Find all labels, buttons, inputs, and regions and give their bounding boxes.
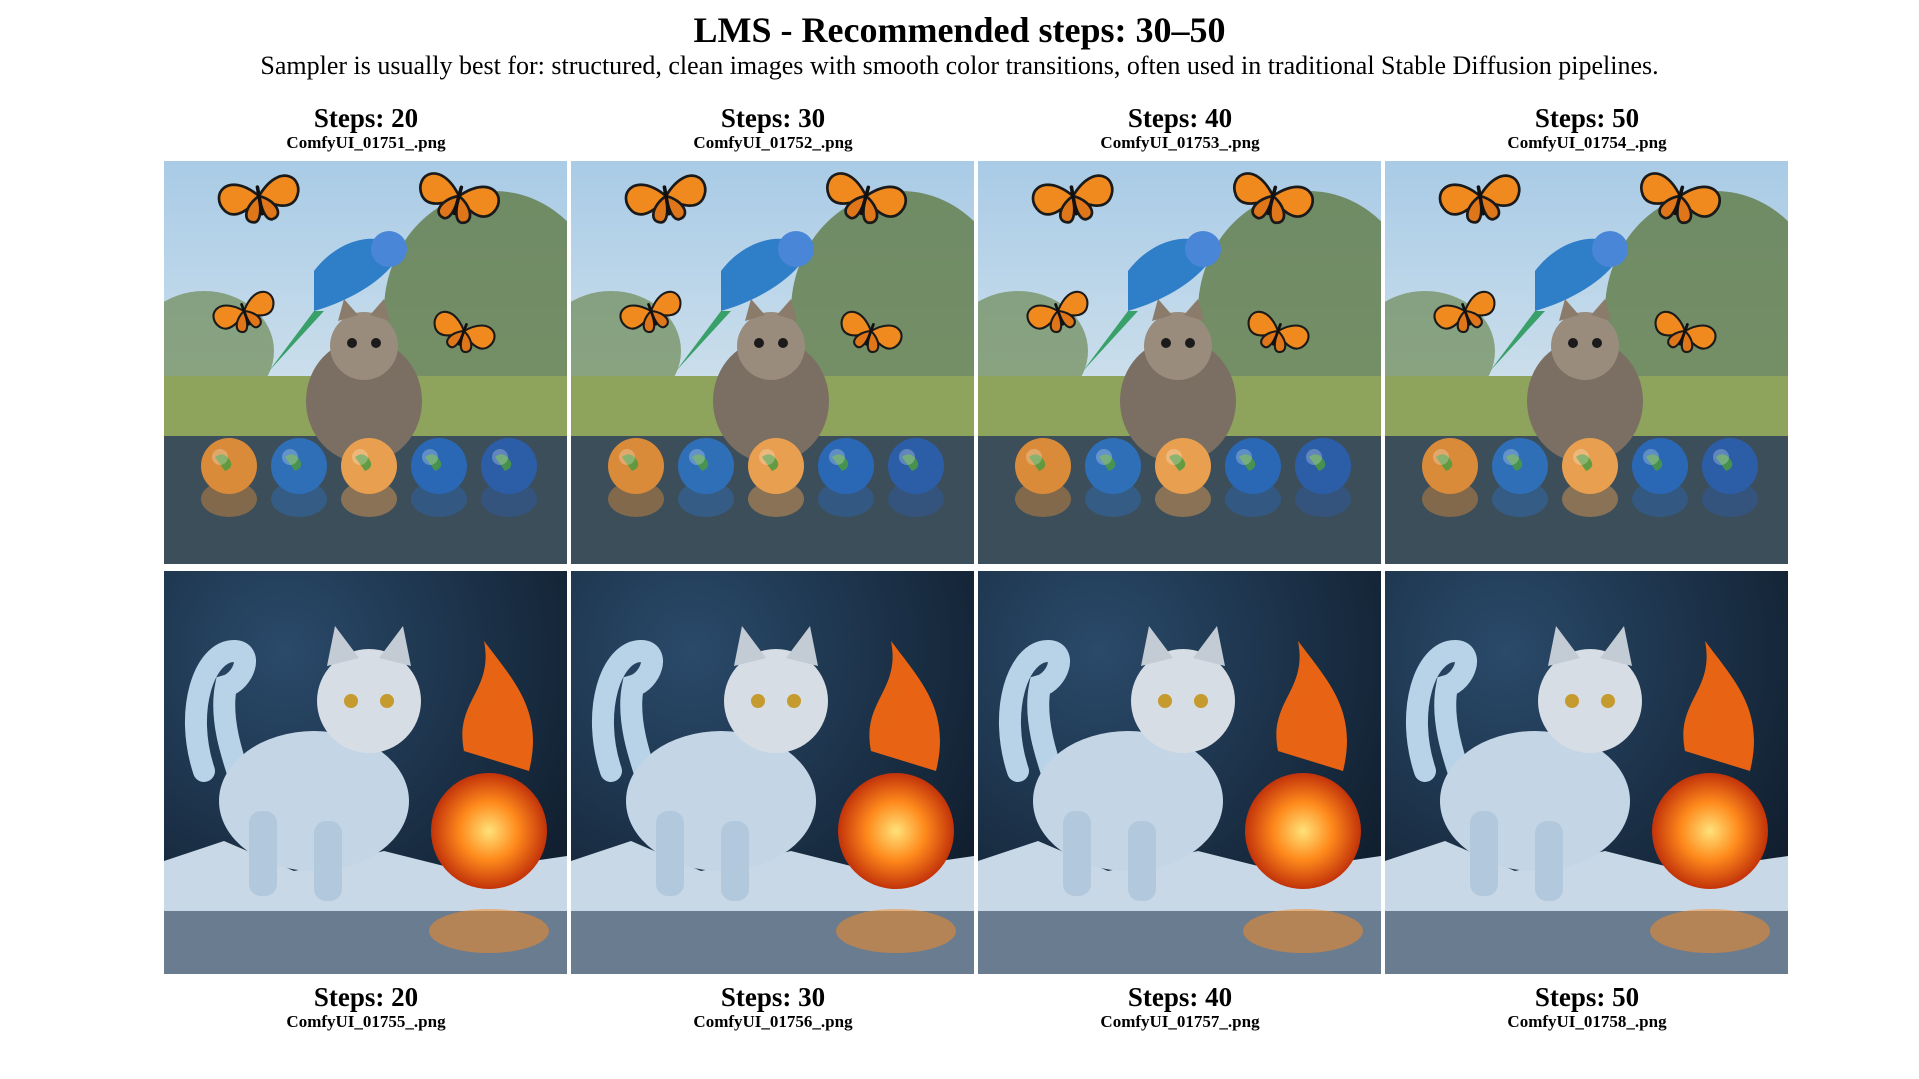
image-parrot-cat-4[interactable] [1385, 161, 1788, 564]
row2-label-4: Steps: 50 ComfyUI_01758_.png [1385, 982, 1789, 1032]
page-title: LMS - Recommended steps: 30–50 [693, 10, 1226, 50]
image-ice-cat-4[interactable] [1385, 571, 1788, 974]
row1-label-1: Steps: 20 ComfyUI_01751_.png [164, 103, 568, 153]
file-name: ComfyUI_01756_.png [693, 1012, 853, 1031]
steps-label: Steps: 30 [720, 103, 826, 133]
row1-label-3: Steps: 40 ComfyUI_01753_.png [978, 103, 1382, 153]
row1-label-2: Steps: 30 ComfyUI_01752_.png [571, 103, 975, 153]
steps-label: Steps: 20 [313, 103, 419, 133]
row1-label-4: Steps: 50 ComfyUI_01754_.png [1385, 103, 1789, 153]
file-name: ComfyUI_01752_.png [693, 133, 853, 152]
row2-label-1: Steps: 20 ComfyUI_01755_.png [164, 982, 568, 1032]
file-name: ComfyUI_01753_.png [1100, 133, 1260, 152]
row2-label-2: Steps: 30 ComfyUI_01756_.png [571, 982, 975, 1032]
file-name: ComfyUI_01755_.png [286, 1012, 446, 1031]
file-name: ComfyUI_01754_.png [1507, 133, 1667, 152]
image-ice-cat-1[interactable] [164, 571, 567, 974]
image-ice-cat-3[interactable] [978, 571, 1381, 974]
row2-label-3: Steps: 40 ComfyUI_01757_.png [978, 982, 1382, 1032]
image-parrot-cat-2[interactable] [571, 161, 974, 564]
steps-label: Steps: 40 [1127, 982, 1233, 1012]
image-parrot-cat-3[interactable] [978, 161, 1381, 564]
steps-label: Steps: 30 [720, 982, 826, 1012]
steps-label: Steps: 20 [313, 982, 419, 1012]
file-name: ComfyUI_01757_.png [1100, 1012, 1260, 1031]
page-subtitle: Sampler is usually best for: structured,… [260, 51, 1659, 80]
steps-label: Steps: 40 [1127, 103, 1233, 133]
steps-label: Steps: 50 [1534, 982, 1640, 1012]
file-name: ComfyUI_01751_.png [286, 133, 446, 152]
image-parrot-cat-1[interactable] [164, 161, 567, 564]
file-name: ComfyUI_01758_.png [1507, 1012, 1667, 1031]
steps-label: Steps: 50 [1534, 103, 1640, 133]
image-ice-cat-2[interactable] [571, 571, 974, 974]
